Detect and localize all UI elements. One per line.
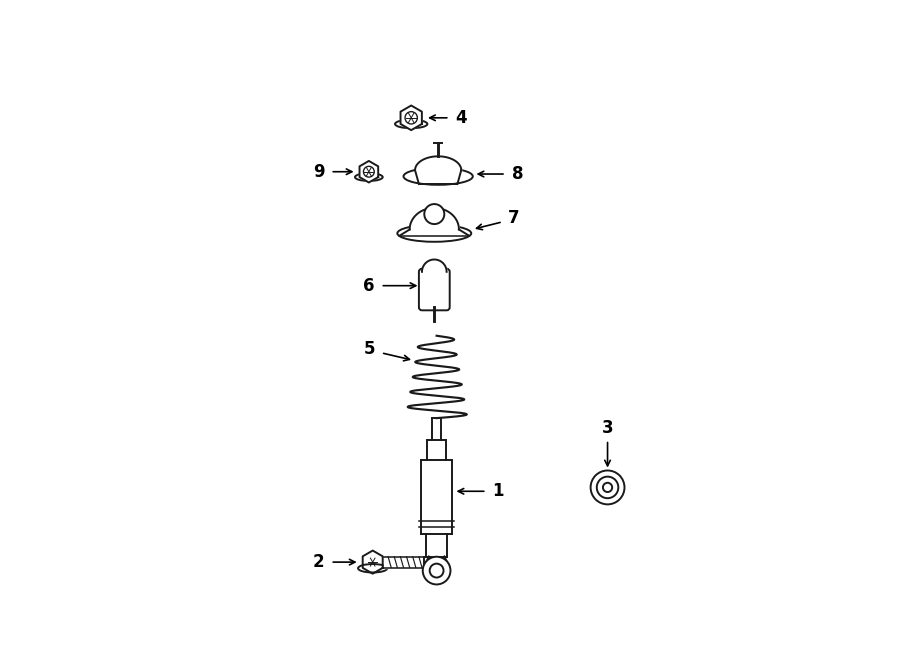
Polygon shape [426,533,447,557]
Text: 5: 5 [364,340,375,358]
Text: 4: 4 [455,109,467,127]
Text: 7: 7 [508,209,519,227]
Ellipse shape [355,173,382,181]
Text: 2: 2 [313,553,325,571]
Text: 9: 9 [313,163,325,180]
Ellipse shape [395,120,428,128]
Text: 1: 1 [492,483,504,500]
Ellipse shape [358,564,387,572]
Text: 8: 8 [512,165,523,183]
FancyBboxPatch shape [418,269,450,310]
Polygon shape [400,106,422,130]
Polygon shape [363,551,382,574]
Circle shape [364,167,374,177]
Circle shape [423,557,451,584]
Circle shape [405,112,418,124]
Text: 6: 6 [363,277,374,295]
Ellipse shape [403,168,472,185]
Polygon shape [359,161,378,182]
Circle shape [590,471,625,504]
Circle shape [597,477,618,498]
Text: 3: 3 [602,419,614,437]
Polygon shape [384,557,424,568]
Polygon shape [421,459,452,533]
Ellipse shape [397,225,472,242]
Circle shape [424,204,445,224]
